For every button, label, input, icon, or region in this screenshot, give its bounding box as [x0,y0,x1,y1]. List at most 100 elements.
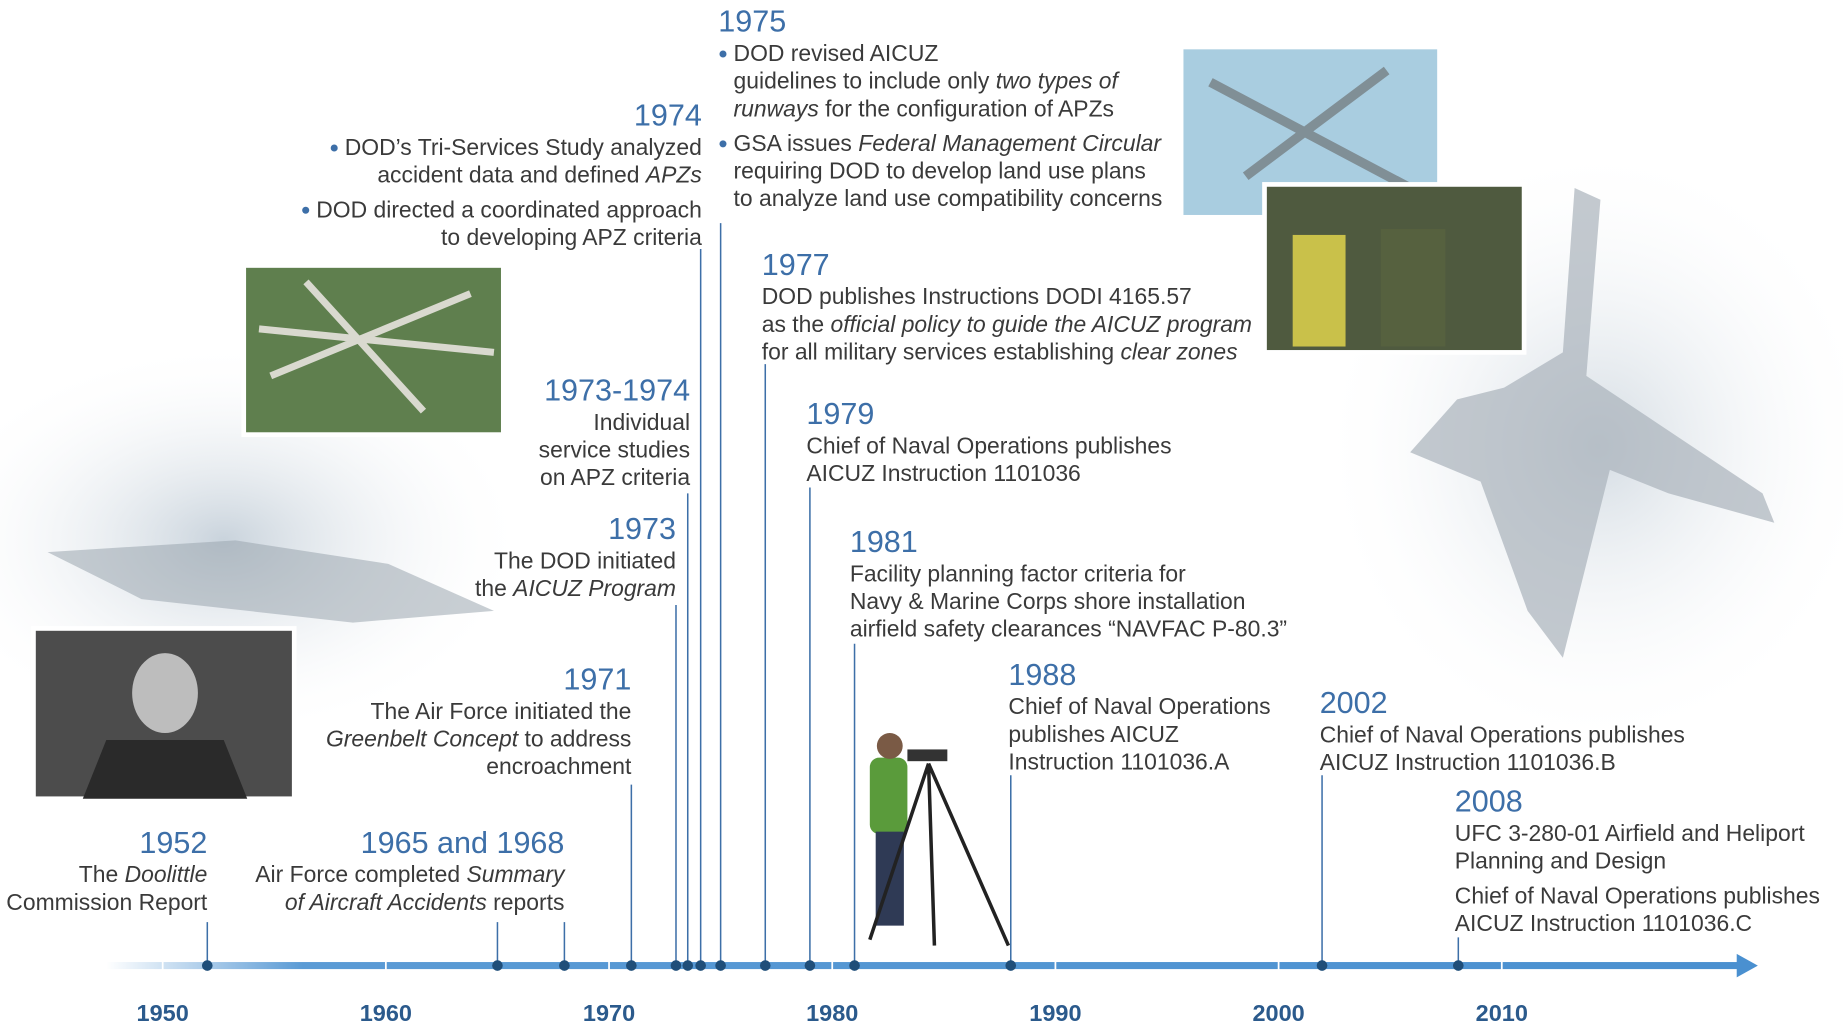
text-run: DOD directed a coordinated approach [316,196,702,222]
map-runways [1208,66,1413,193]
event-text: accident data and defined APZs [377,162,702,188]
event-text: the AICUZ Program [475,575,676,601]
decade-label: 2000 [1252,1000,1304,1026]
event-text: requiring DOD to develop land use plans [734,158,1146,184]
observer [868,732,1011,947]
event-text: publishes AICUZ [1008,721,1179,747]
event-dot [695,960,706,971]
event-dot [492,960,503,971]
text-run: DOD’s Tri-Services Study analyzed [345,134,702,160]
event-text: airfield safety clearances “NAVFAC P-80.… [850,616,1287,642]
text-run: Chief of Naval Operations publishes [1455,882,1820,908]
event-text: Chief of Naval Operations publishes [1455,882,1820,908]
text-run: Summary [466,861,565,887]
event-year: 1971 [563,663,631,697]
axis-arrow [1736,953,1758,978]
event-text: to developing APZ criteria [441,224,702,250]
event-year: 1974 [634,99,702,133]
text-run: two types of [996,68,1121,94]
event-text: Greenbelt Concept to address [326,725,631,751]
text-run: AICUZ Instruction 1101036.B [1320,749,1616,775]
event-dot [670,960,682,971]
text-run: AICUZ Instruction 1101036.C [1455,910,1752,936]
text-run: reports [487,889,565,915]
event-year: 1981 [850,525,918,559]
event-text: for all military services establishing c… [762,338,1238,364]
bullet [302,206,310,214]
event-text: Instruction 1101036.A [1008,748,1230,774]
event-dot [1453,960,1464,971]
text-run: DOD revised AICUZ [734,40,939,66]
event-year: 1979 [806,397,874,431]
event-text: AICUZ Instruction 1101036 [806,460,1080,486]
event-text: runways for the configuration of APZs [734,95,1114,121]
text-run: to developing APZ criteria [441,224,702,250]
decade-label: 1970 [583,1000,635,1026]
event-text: AICUZ Instruction 1101036.C [1455,910,1752,936]
text-run: The DOD initiated [494,548,676,574]
event-text: DOD’s Tri-Services Study analyzed [345,134,702,160]
text-run: AICUZ Program [511,575,676,601]
event-text: DOD revised AICUZ [734,40,939,66]
event-text: AICUZ Instruction 1101036.B [1320,749,1616,775]
event-dot [849,960,860,971]
event-text: The Air Force initiated the [371,698,632,724]
text-run: Individual [593,409,690,435]
event-dot [1316,960,1328,971]
text-run: UFC 3-280-01 Airfield and Heliport [1455,820,1806,846]
event-year: 1965 and 1968 [361,826,565,860]
text-run: APZs [644,162,702,188]
event-text: service studies [539,437,690,463]
event-text: guidelines to include only two types of [734,68,1121,94]
portrait-body [82,740,248,799]
decade-label: 1960 [360,1000,412,1026]
event-year: 1975 [718,5,786,39]
event-dot [804,960,816,971]
bullet [719,50,727,58]
text-run: Commission Report [6,889,208,915]
event-text: on APZ criteria [540,464,690,490]
text-run: encroachment [486,753,632,779]
text-run: publishes AICUZ [1008,721,1179,747]
event-year: 1977 [762,248,830,282]
event-year: 2008 [1455,785,1523,819]
text-run: to address [518,725,631,751]
event-text: Facility planning factor criteria for [850,560,1186,586]
text-run: Air Force completed [255,861,466,887]
pilot [1380,229,1446,347]
text-run: The Air Force initiated the [371,698,632,724]
text-run: Greenbelt Concept [326,725,520,751]
event-text: as the official policy to guide the AICU… [762,311,1252,337]
event-year: 1973 [608,512,676,546]
text-run: on APZ criteria [540,464,690,490]
decade-label: 1950 [137,1000,189,1026]
text-run: for all military services establishing [762,338,1121,364]
event-text: The Doolittle [79,861,208,887]
event-text: GSA issues Federal Management Circular [734,130,1163,156]
text-run: Chief of Naval Operations [1008,693,1270,719]
event-text: Chief of Naval Operations [1008,693,1270,719]
runways [258,279,495,414]
bullet [719,140,727,148]
event-dot [682,960,694,971]
event-text: Navy & Marine Corps shore installation [850,588,1246,614]
event-text: to analyze land use compatibility concer… [734,185,1163,211]
text-run: GSA issues [734,130,859,156]
text-run: Facility planning factor criteria for [850,560,1186,586]
bullet [330,144,338,152]
decade-label: 1980 [806,1000,858,1026]
event-text: Individual [593,409,690,435]
event-dot [759,960,771,971]
event-dot [202,960,213,971]
text-run: Chief of Naval Operations publishes [806,432,1171,458]
text-run: for the configuration of APZs [819,95,1114,121]
text-run: DOD publishes Instructions DODI 4165.57 [762,283,1192,309]
text-run: The [79,861,125,887]
event-year: 1973-1974 [544,374,690,408]
event-text: Chief of Naval Operations publishes [1320,721,1685,747]
event-year: 1988 [1008,658,1076,692]
axis-line [106,962,1740,970]
text-run: Planning and Design [1455,848,1666,874]
text-run: official policy to guide the AICUZ progr… [830,311,1252,337]
